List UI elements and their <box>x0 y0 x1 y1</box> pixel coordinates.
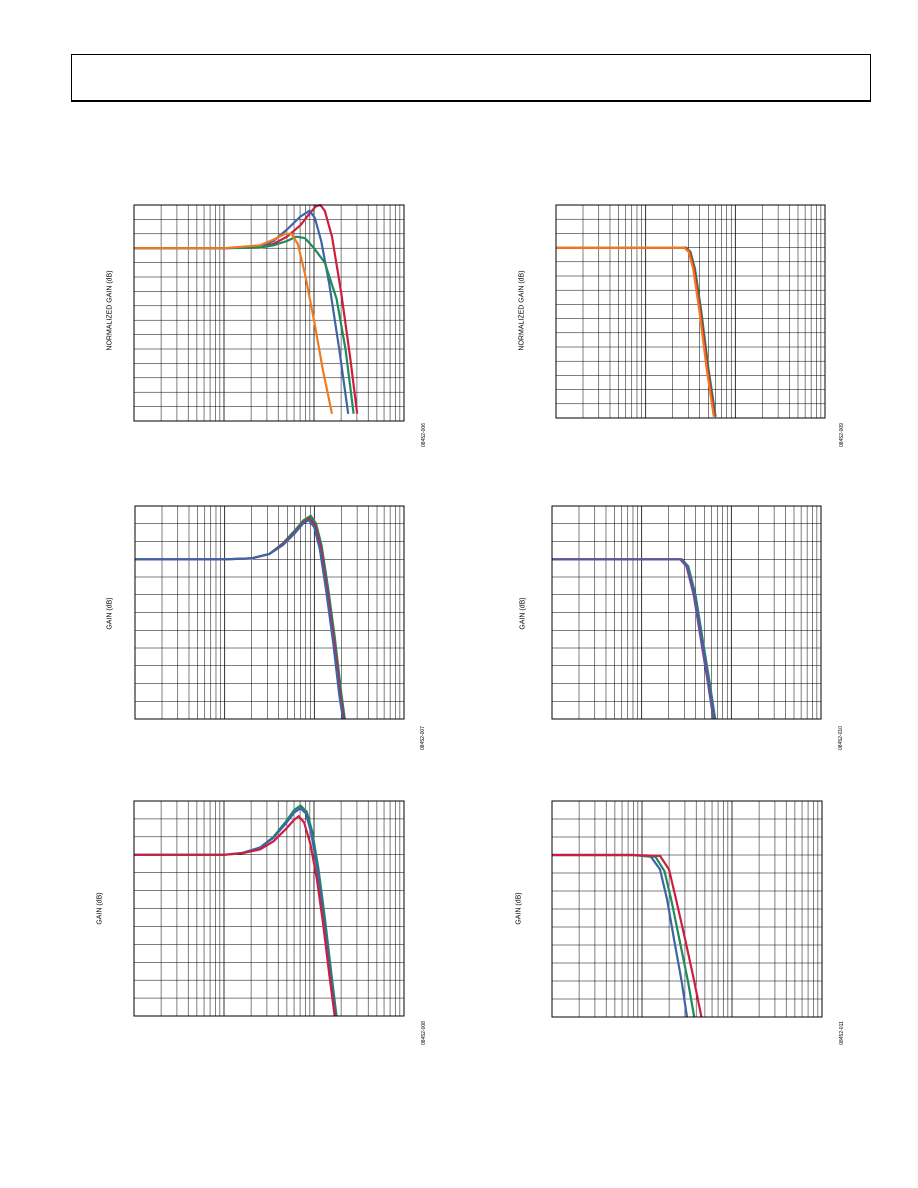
y-axis-label: GAIN (dB) <box>106 597 114 630</box>
plot-frame <box>133 800 405 1017</box>
series-line-1 <box>556 246 716 417</box>
figure-code: 08452-007 <box>420 726 426 750</box>
grid <box>551 505 821 720</box>
y-axis-label: GAIN (dB) <box>96 892 104 925</box>
series-line-0 <box>556 246 717 417</box>
y-axis-label: GAIN (dB) <box>519 597 527 630</box>
grid <box>551 800 822 1018</box>
series-line-1 <box>134 209 350 414</box>
series-line-1 <box>135 517 345 720</box>
plot-frame <box>134 505 405 720</box>
plot-frame <box>133 204 405 422</box>
plot-frame <box>551 800 823 1018</box>
figure-code: 08452-010 <box>838 726 844 750</box>
series-line-2 <box>552 853 703 1018</box>
series-line-0 <box>134 203 359 414</box>
plot-frame <box>555 204 826 419</box>
y-axis-label: NORMALIZED GAIN (dB) <box>106 270 114 351</box>
plot-frame <box>551 505 822 720</box>
series-line-2 <box>134 235 355 414</box>
page-header-box <box>71 54 871 102</box>
chart-middle-right <box>551 505 822 720</box>
series-line-0 <box>135 514 346 720</box>
figure-code: 08452-011 <box>839 1021 845 1045</box>
figure-code: 08452-006 <box>421 423 427 447</box>
y-axis-label: NORMALIZED GAIN (dB) <box>518 270 526 351</box>
series-line-2 <box>135 519 345 720</box>
figure-code: 08452-009 <box>839 423 845 447</box>
chart-lower-right <box>551 800 823 1018</box>
grid <box>133 800 404 1017</box>
y-axis-label: GAIN (dB) <box>515 892 523 925</box>
chart-upper-right <box>555 204 826 419</box>
series-line-3 <box>134 232 334 415</box>
series-line-2 <box>134 815 336 1017</box>
chart-middle-left <box>134 505 405 720</box>
grid <box>133 204 404 422</box>
figure-code: 08452-008 <box>421 1021 427 1045</box>
grid <box>555 204 825 419</box>
series-line-2 <box>552 558 715 720</box>
series-line-2 <box>556 246 715 417</box>
grid <box>134 505 404 720</box>
chart-upper-left <box>133 203 405 422</box>
chart-lower-left <box>133 800 405 1017</box>
